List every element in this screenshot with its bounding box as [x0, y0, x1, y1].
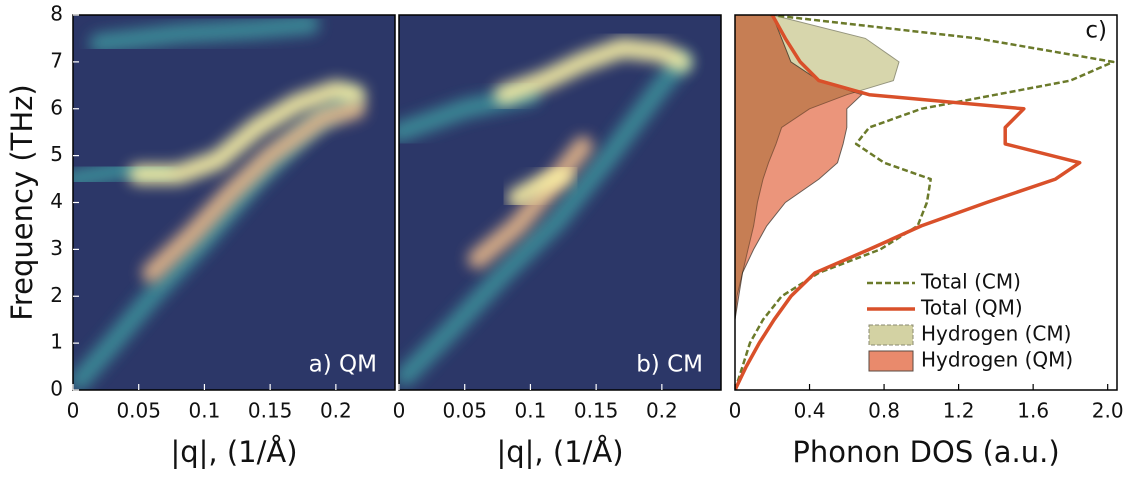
- x-tick-label: 0: [729, 399, 742, 423]
- panel: [73, 15, 395, 390]
- page: a) QM 0 0.05 0.1 0.15 0.2 0 1 2 3 4 5 6 7 8 |q|, (1/Å) F…: [0, 0, 1132, 477]
- figure: a) QM 0 0.05 0.1 0.15 0.2 0 1 2 3 4 5 6 7 8 |q|, (1/Å) F…: [0, 0, 1132, 477]
- x-tick-label: 1.2: [943, 399, 975, 423]
- panel-label: c): [1085, 18, 1107, 44]
- x-axis-label: |q|, (1/Å): [496, 435, 623, 469]
- y-tick-label: 6: [50, 95, 63, 119]
- y-axis-label: Frequency (THz): [5, 84, 39, 320]
- x-tick-label: 1.6: [1017, 399, 1049, 423]
- panel-label: b) CM: [636, 352, 703, 378]
- x-tick-label: 0.05: [116, 399, 161, 423]
- x-tick-label: 0: [67, 399, 80, 423]
- y-tick-label: 3: [50, 236, 63, 260]
- legend-swatch: [869, 325, 913, 345]
- legend-label: Total (CM): [920, 270, 1021, 294]
- legend-label: Hydrogen (CM): [921, 322, 1071, 346]
- y-tick-label: 5: [50, 142, 63, 166]
- x-tick-label: 0.8: [868, 399, 900, 423]
- panel: [399, 15, 721, 390]
- x-tick-label: 0.1: [515, 399, 547, 423]
- x-tick-label: 0.1: [189, 399, 221, 423]
- y-tick-label: 8: [50, 2, 63, 26]
- x-axis-label: Phonon DOS (a.u.): [792, 435, 1059, 469]
- y-tick-label: 1: [50, 330, 63, 354]
- y-tick-label: 4: [50, 189, 63, 213]
- legend-swatch: [869, 351, 913, 371]
- y-tick-label: 2: [50, 283, 63, 307]
- x-tick-label: 0.2: [646, 399, 678, 423]
- y-tick-label: 0: [50, 377, 63, 401]
- x-axis-label: |q|, (1/Å): [170, 435, 297, 469]
- legend-label: Total (QM): [920, 296, 1023, 320]
- x-tick-label: 0: [393, 399, 406, 423]
- x-tick-label: 2.0: [1092, 399, 1124, 423]
- y-tick-label: 7: [50, 48, 63, 72]
- x-tick-label: 0.15: [248, 399, 293, 423]
- panel-label: a) QM: [309, 352, 377, 378]
- x-tick-label: 0.15: [574, 399, 619, 423]
- legend-label: Hydrogen (QM): [921, 348, 1073, 372]
- x-tick-label: 0.4: [794, 399, 826, 423]
- x-tick-label: 0.05: [442, 399, 487, 423]
- x-tick-label: 0.2: [320, 399, 352, 423]
